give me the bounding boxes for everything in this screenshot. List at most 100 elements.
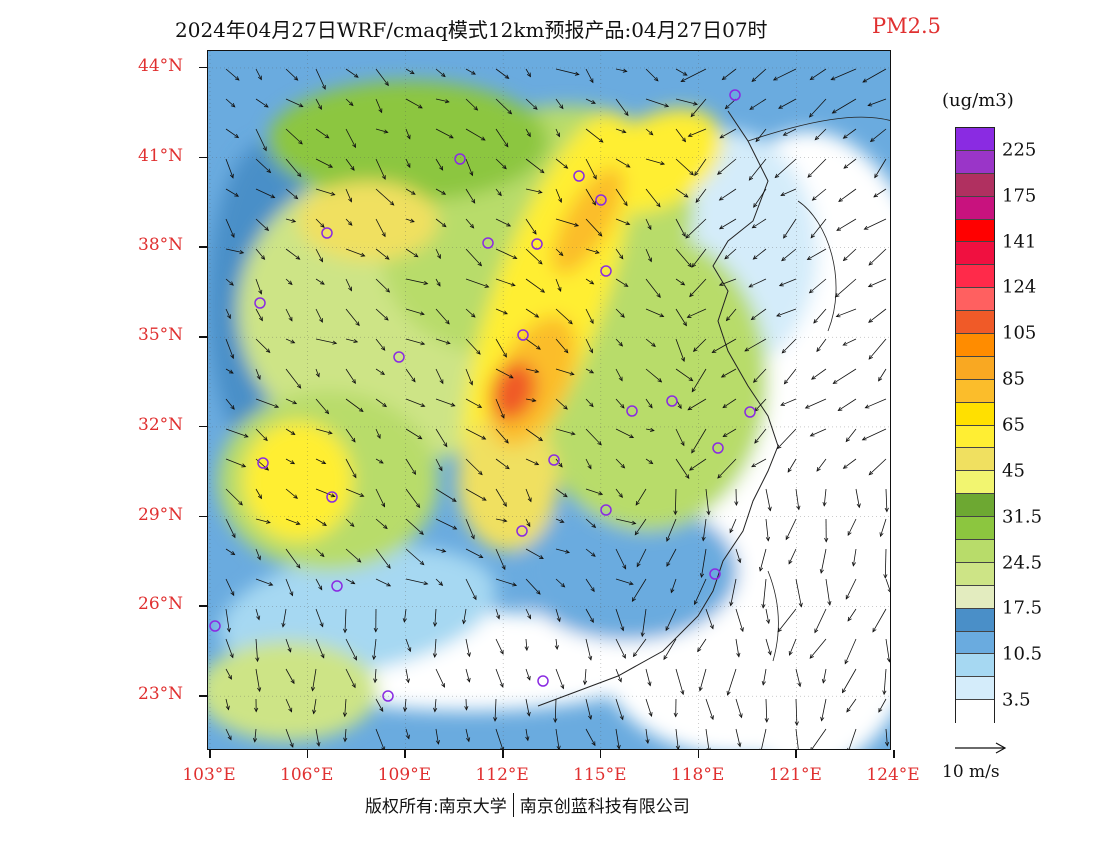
wind-vector-icon — [697, 638, 707, 652]
wind-vector-head-icon — [563, 348, 569, 354]
wind-vector-head-icon — [673, 510, 678, 516]
wind-vector-head-icon — [381, 232, 386, 238]
wind-vector-icon — [645, 728, 649, 744]
wind-vector-icon — [285, 128, 303, 145]
wind-vector-head-icon — [352, 143, 356, 149]
wind-vector-icon — [285, 488, 298, 499]
wind-vector-icon — [525, 158, 545, 174]
wind-vector-icon — [255, 428, 268, 441]
wind-vector-head-icon — [788, 650, 793, 656]
wind-vector-icon — [495, 488, 507, 507]
wind-vector-head-icon — [497, 191, 502, 197]
wind-vector-icon — [285, 248, 300, 260]
wind-vector-icon — [689, 458, 707, 471]
longitude-tick — [599, 750, 602, 758]
wind-vector-head-icon — [681, 137, 687, 143]
wind-vector-icon — [675, 458, 690, 479]
wind-vector-icon — [495, 128, 509, 147]
wind-vector-head-icon — [686, 314, 692, 318]
wind-vector-head-icon — [402, 618, 407, 623]
wind-vector-head-icon — [738, 713, 743, 719]
wind-vector-icon — [705, 608, 714, 629]
wind-vector-icon — [675, 668, 684, 695]
wind-vector-head-icon — [649, 427, 655, 432]
wind-vector-icon — [285, 638, 292, 652]
wind-vector-icon — [435, 398, 455, 407]
wind-vector-icon — [525, 338, 541, 350]
wind-vector-icon — [315, 218, 325, 228]
wind-vector-icon — [255, 128, 267, 151]
wind-vector-head-icon — [439, 165, 444, 171]
wind-vector-head-icon — [781, 256, 786, 262]
wind-vector-icon — [555, 488, 568, 498]
wind-vector-head-icon — [589, 280, 595, 285]
wind-vector-head-icon — [589, 348, 593, 354]
wind-vector-head-icon — [623, 282, 629, 287]
wind-vector-icon — [375, 308, 389, 321]
wind-vector-icon — [885, 488, 888, 512]
wind-vector-icon — [585, 308, 594, 324]
wind-vector-icon — [751, 308, 767, 320]
wind-vector-icon — [843, 248, 857, 261]
wind-vector-head-icon — [680, 690, 685, 696]
wind-vector-head-icon — [621, 129, 627, 134]
wind-vector-head-icon — [810, 746, 815, 749]
wind-vector-icon — [810, 218, 827, 238]
wind-vector-head-icon — [869, 137, 875, 143]
wind-vector-icon — [435, 98, 449, 103]
wind-vector-head-icon — [822, 501, 827, 507]
wind-vector-icon — [555, 428, 575, 435]
wind-vector-head-icon — [591, 741, 596, 747]
wind-vector-head-icon — [324, 409, 330, 415]
wind-vector-head-icon — [699, 573, 705, 579]
wind-vector-icon — [645, 668, 651, 686]
wind-vector-icon — [495, 638, 504, 655]
wind-vector-head-icon — [332, 340, 338, 345]
wind-vector-head-icon — [243, 433, 249, 438]
wind-vector-icon — [555, 548, 570, 553]
city-marker-icon — [517, 329, 529, 341]
wind-vector-icon — [809, 638, 827, 659]
wind-vector-icon — [719, 188, 737, 201]
city-marker-icon — [482, 237, 494, 249]
wind-vector-head-icon — [290, 339, 296, 344]
wind-vector-icon — [345, 218, 353, 226]
wind-vector-head-icon — [353, 338, 359, 344]
wind-vector-head-icon — [689, 292, 694, 298]
wind-vector-icon — [844, 638, 857, 664]
wind-vector-icon — [435, 218, 447, 227]
wind-vector-icon — [344, 698, 347, 717]
wind-vector-icon — [405, 248, 419, 258]
city-marker-icon — [382, 690, 394, 702]
wind-vector-head-icon — [556, 617, 561, 623]
wind-vector-head-icon — [423, 581, 429, 586]
wind-vector-icon — [681, 68, 707, 82]
wind-vector-head-icon — [481, 496, 487, 501]
legend-value-label: 85 — [1002, 368, 1025, 390]
wind-vector-head-icon — [527, 614, 532, 620]
wind-vector-icon — [795, 668, 801, 687]
wind-vector-icon — [525, 638, 528, 651]
wind-vector-head-icon — [620, 626, 625, 632]
wind-vector-head-icon — [589, 78, 594, 84]
wind-vector-icon — [285, 518, 300, 525]
wind-vector-head-icon — [687, 406, 693, 411]
wind-vector-icon — [315, 278, 325, 285]
legend-value-label: 65 — [1002, 414, 1025, 436]
wind-vector-icon — [465, 428, 486, 440]
wind-vector-head-icon — [448, 134, 454, 139]
wind-vector-icon — [735, 548, 741, 563]
wind-vector-icon — [852, 548, 857, 566]
wind-vector-head-icon — [292, 400, 298, 405]
wind-vector-head-icon — [797, 682, 802, 688]
wind-vector-icon — [495, 668, 504, 688]
wind-vector-icon — [225, 638, 234, 658]
wind-vector-head-icon — [379, 707, 384, 713]
wind-vector-icon — [719, 278, 737, 286]
wind-vector-icon — [765, 608, 770, 624]
wind-vector-icon — [717, 158, 737, 175]
wind-vector-head-icon — [648, 459, 654, 465]
wind-vector-head-icon — [808, 288, 814, 294]
wind-vector-icon — [809, 98, 827, 118]
wind-vector-head-icon — [328, 163, 334, 168]
